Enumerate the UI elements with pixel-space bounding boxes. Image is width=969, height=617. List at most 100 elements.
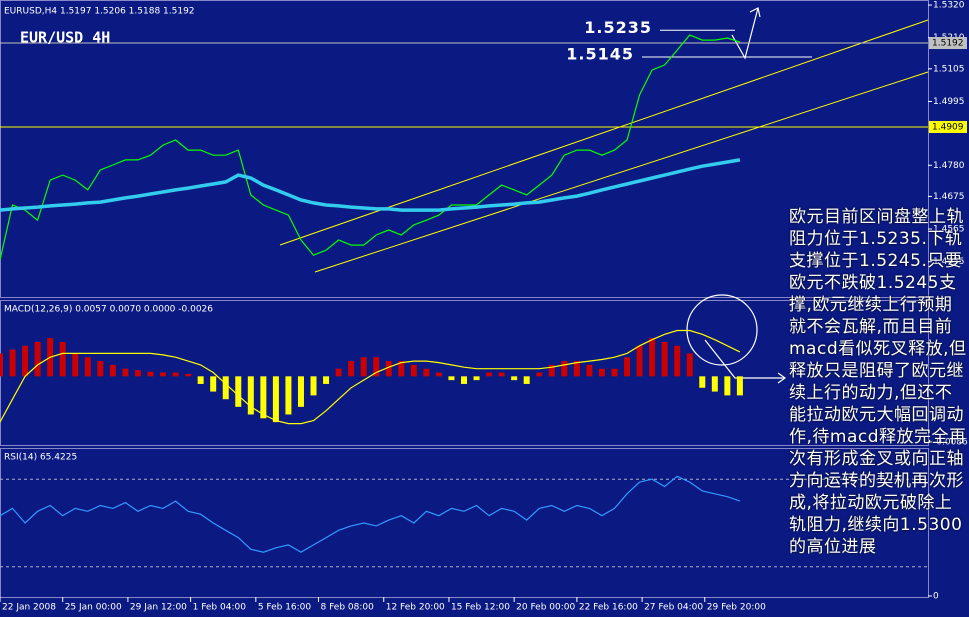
y-tick-label: 0 xyxy=(933,592,939,602)
x-tick-label: 5 Feb 16:00 xyxy=(258,603,312,613)
histogram-bar xyxy=(360,357,367,377)
histogram-bar xyxy=(548,364,555,377)
analysis-text: 欧元目前区间盘整上轨阻力位于1.5235.下轨支撑位于1.5245.只要欧元不跌… xyxy=(789,207,967,557)
histogram-bar xyxy=(22,345,29,377)
histogram-bar xyxy=(598,368,605,377)
histogram-bar xyxy=(0,353,3,377)
histogram-bar xyxy=(59,341,66,377)
x-tick-label: 8 Feb 08:00 xyxy=(321,603,375,613)
histogram-bar xyxy=(661,341,668,377)
y-tick-label: 1.4565 xyxy=(933,225,965,235)
marked-level-label: 1.5235 xyxy=(584,18,652,37)
series-line xyxy=(0,329,741,425)
histogram-bar xyxy=(348,361,355,377)
histogram-bar xyxy=(511,376,518,381)
histogram-bar xyxy=(197,376,204,384)
y-tick-label: 1.4780 xyxy=(933,161,965,171)
level-label: 1.4909 xyxy=(932,122,964,132)
y-tick-label: 1.5320 xyxy=(933,1,965,11)
rsi-panel xyxy=(0,448,929,598)
histogram-bar xyxy=(235,376,242,407)
level-box xyxy=(929,120,967,133)
histogram-bar xyxy=(410,364,417,377)
level-box xyxy=(929,37,967,50)
y-tick-label: 1.4455 xyxy=(933,257,965,267)
series-line xyxy=(0,34,741,261)
histogram-bar xyxy=(711,376,718,392)
x-tick-label: 22 Jan 2008 xyxy=(2,603,56,613)
histogram-bar xyxy=(210,376,217,392)
histogram-bar xyxy=(9,349,16,377)
histogram-bar xyxy=(448,376,455,381)
histogram-bar xyxy=(160,372,167,377)
x-tick-label: 29 Feb 20:00 xyxy=(707,603,766,613)
histogram-bar xyxy=(385,361,392,377)
histogram-bar xyxy=(461,376,467,384)
histogram-bar xyxy=(423,368,430,377)
y-tick-label: -0.0086 xyxy=(933,437,968,447)
marked-level-label: 1.5145 xyxy=(566,44,634,63)
histogram-bar xyxy=(285,376,292,415)
histogram-bar xyxy=(335,368,342,377)
arrow xyxy=(704,339,785,379)
histogram-bar xyxy=(649,338,656,377)
histogram-bar xyxy=(398,361,405,377)
chart-title: EUR/USD 4H xyxy=(20,29,110,47)
x-tick-label: 15 Feb 12:00 xyxy=(451,603,510,613)
histogram-bar xyxy=(260,376,267,419)
macd-panel xyxy=(0,300,929,446)
histogram-bar xyxy=(636,345,643,377)
histogram-bar xyxy=(573,361,580,377)
y-tick-label: 1.5105 xyxy=(933,64,965,74)
histogram-bar xyxy=(586,364,593,377)
histogram-bar xyxy=(724,376,731,396)
panel-header: EURUSD,H4 1.5197 1.5206 1.5188 1.5192 xyxy=(4,7,195,17)
histogram-bar xyxy=(122,368,129,377)
histogram-bar xyxy=(172,372,179,377)
histogram-bar xyxy=(310,376,317,396)
histogram-bar xyxy=(297,376,304,407)
histogram-bar xyxy=(624,357,631,377)
histogram-bar xyxy=(435,372,442,377)
histogram-bar xyxy=(686,353,693,377)
histogram-bar xyxy=(97,361,104,377)
histogram-bar xyxy=(72,353,79,377)
histogram-bar xyxy=(84,357,91,377)
histogram-bar xyxy=(147,371,154,377)
histogram-bar xyxy=(247,376,254,415)
trend-line xyxy=(314,71,929,273)
y-tick-label: 1.4995 xyxy=(933,97,965,107)
arrow-head xyxy=(777,372,787,384)
histogram-bar xyxy=(473,376,480,381)
series-line xyxy=(0,158,741,212)
panel-header: RSI(14) 65.4225 xyxy=(4,453,77,463)
price-panel xyxy=(0,0,929,298)
y-tick-label: 1.4675 xyxy=(933,192,965,202)
histogram-bar xyxy=(34,341,41,377)
histogram-bar xyxy=(536,372,543,377)
panel-header: MACD(12,26,9) 0.0057 0.0070 0.0000 -0.00… xyxy=(4,305,213,315)
level-label: 1.5192 xyxy=(932,39,964,49)
histogram-bar xyxy=(523,376,530,384)
histogram-bar xyxy=(611,368,618,377)
series-line xyxy=(0,475,741,553)
histogram-bar xyxy=(323,376,330,384)
histogram-bar xyxy=(498,372,505,377)
histogram-bar xyxy=(736,376,743,396)
histogram-bar xyxy=(486,372,493,377)
histogram-bar xyxy=(699,376,706,388)
histogram-bar xyxy=(561,361,568,377)
histogram-bar xyxy=(109,364,116,377)
arrow-head xyxy=(749,7,761,18)
x-tick-label: 25 Jan 00:00 xyxy=(65,603,122,613)
histogram-bar xyxy=(272,376,279,423)
x-tick-label: 22 Feb 16:00 xyxy=(579,603,638,613)
histogram-bar xyxy=(185,374,192,377)
histogram-bar xyxy=(674,345,681,377)
x-tick-label: 20 Feb 00:00 xyxy=(516,603,575,613)
x-tick-label: 1 Feb 04:00 xyxy=(193,603,247,613)
x-tick-label: 12 Feb 20:00 xyxy=(386,603,445,613)
x-tick-label: 29 Jan 12:00 xyxy=(130,603,187,613)
